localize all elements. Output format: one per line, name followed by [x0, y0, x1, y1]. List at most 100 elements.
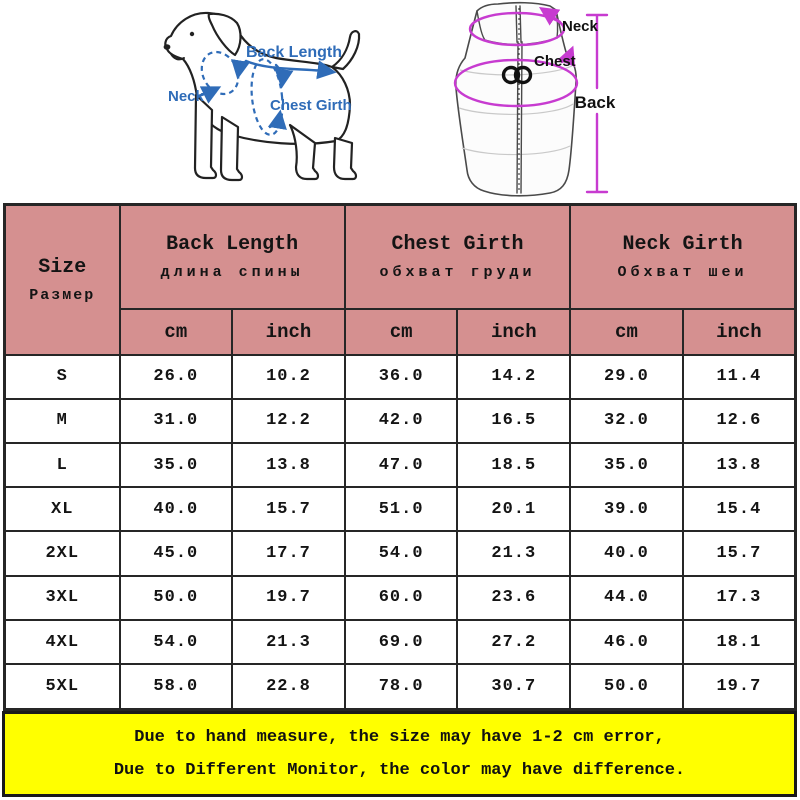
dog-chest-girth-label: Chest Girth: [270, 97, 352, 114]
neck-inch-cell: 19.7: [681, 663, 797, 711]
vest-chest-measure-ellipse: [453, 58, 579, 108]
dog-front-leg: [193, 93, 218, 180]
chest-inch-cell: 18.5: [456, 441, 572, 489]
size-chart-table: Size Размер Back Length длина спины Ches…: [3, 203, 797, 711]
vest-neck-arrow: [539, 7, 562, 26]
size-header-ru: Размер: [29, 286, 96, 304]
dog-mouth: [170, 53, 185, 61]
vest-collar-left: [476, 10, 486, 41]
back-cm-cell: 26.0: [118, 353, 234, 400]
vest-chest-label: Chest: [534, 53, 576, 70]
chest-inch-cell: 16.5: [456, 397, 572, 444]
vest-quilt-seam: [461, 145, 571, 156]
chest-girth-header-en: Chest Girth: [391, 232, 524, 256]
back-length-header-ru: длина спины: [160, 263, 304, 281]
table-row: M 31.0 12.2 42.0 16.5 32.0 12.6: [3, 397, 797, 444]
dog-neck-label: Neck: [168, 88, 205, 105]
dog-back-length-arrow-start: [231, 59, 251, 80]
vest-zipper-right: [519, 5, 523, 194]
neck-cm-cell: 50.0: [569, 663, 684, 711]
neck-cm-cell: 32.0: [569, 397, 684, 444]
vest-neck-label: Neck: [562, 18, 599, 35]
neck-girth-group-header: Neck Girth Обхват шеи: [569, 203, 797, 310]
table-row: L 35.0 13.8 47.0 18.5 35.0 13.8: [3, 441, 797, 489]
unit-header-inch: inch: [456, 307, 572, 356]
table-row: 5XL 58.0 22.8 78.0 30.7 50.0 19.7: [3, 663, 797, 711]
size-cell: 4XL: [3, 618, 121, 666]
back-cm-cell: 40.0: [118, 486, 234, 533]
note-line-1: Due to hand measure, the size may have 1…: [134, 728, 665, 747]
neck-cm-cell: 39.0: [569, 486, 684, 533]
vest-chest-arrow: [557, 45, 576, 68]
dog-nose: [163, 44, 171, 50]
vest-back-label: Back: [575, 93, 616, 112]
back-cm-cell: 54.0: [118, 618, 234, 666]
size-header-en: Size: [38, 255, 87, 279]
neck-inch-cell: 15.7: [681, 530, 797, 577]
neck-cm-cell: 40.0: [569, 530, 684, 577]
back-cm-cell: 50.0: [118, 574, 234, 621]
back-inch-cell: 17.7: [231, 530, 346, 577]
measurement-illustrations: Back Length Neck Chest Girth: [0, 0, 800, 203]
chest-cm-cell: 78.0: [343, 663, 459, 711]
back-cm-cell: 45.0: [118, 530, 234, 577]
back-inch-cell: 15.7: [231, 486, 346, 533]
unit-header-inch: inch: [231, 307, 346, 356]
neck-inch-cell: 17.3: [681, 574, 797, 621]
chest-inch-cell: 21.3: [456, 530, 572, 577]
chest-inch-cell: 23.6: [456, 574, 572, 621]
back-cm-cell: 58.0: [118, 663, 234, 711]
unit-header-inch: inch: [681, 307, 797, 356]
dog-ear: [207, 12, 242, 57]
dog-rear-leg: [288, 123, 320, 181]
back-inch-cell: 21.3: [231, 618, 346, 666]
size-cell: 3XL: [3, 574, 121, 621]
back-inch-cell: 12.2: [231, 397, 346, 444]
chest-inch-cell: 30.7: [456, 663, 572, 711]
size-cell: L: [3, 441, 121, 489]
table-row: 2XL 45.0 17.7 54.0 21.3 40.0 15.7: [3, 530, 797, 577]
back-inch-cell: 22.8: [231, 663, 346, 711]
chest-cm-cell: 42.0: [343, 397, 459, 444]
neck-cm-cell: 29.0: [569, 353, 684, 400]
back-length-group-header: Back Length длина спины: [118, 203, 346, 310]
dog-rear-leg-2: [332, 136, 358, 181]
back-length-header-en: Back Length: [166, 232, 299, 256]
size-cell: XL: [3, 486, 121, 533]
chest-cm-cell: 36.0: [343, 353, 459, 400]
neck-inch-cell: 15.4: [681, 486, 797, 533]
dog-chest-arrow-bottom: [267, 109, 287, 130]
neck-inch-cell: 11.4: [681, 353, 797, 400]
vest-neck-measure-ellipse: [468, 11, 566, 47]
chest-cm-cell: 60.0: [343, 574, 459, 621]
back-cm-cell: 31.0: [118, 397, 234, 444]
unit-header-cm: cm: [569, 307, 684, 356]
back-inch-cell: 10.2: [231, 353, 346, 400]
dog-eye: [189, 31, 195, 37]
note-line-2: Due to Different Monitor, the color may …: [113, 761, 686, 780]
neck-girth-header-en: Neck Girth: [622, 232, 743, 256]
chest-inch-cell: 20.1: [456, 486, 572, 533]
chest-cm-cell: 69.0: [343, 618, 459, 666]
neck-girth-header-ru: Обхват шеи: [617, 263, 748, 281]
chest-cm-cell: 54.0: [343, 530, 459, 577]
dog-chest-arrow-top: [274, 63, 294, 89]
dog-neck-arrow: [196, 86, 222, 104]
size-cell: S: [3, 353, 121, 400]
chest-girth-header-ru: обхват груди: [379, 263, 536, 281]
chest-inch-cell: 14.2: [456, 353, 572, 400]
size-cell: 5XL: [3, 663, 121, 711]
unit-header-cm: cm: [118, 307, 234, 356]
size-column-header: Size Размер: [3, 203, 121, 356]
size-cell: M: [3, 397, 121, 444]
neck-inch-cell: 13.8: [681, 441, 797, 489]
back-cm-cell: 35.0: [118, 441, 234, 489]
table-row: S 26.0 10.2 36.0 14.2 29.0 11.4: [3, 353, 797, 400]
chest-cm-cell: 51.0: [343, 486, 459, 533]
table-row: 3XL 50.0 19.7 60.0 23.6 44.0 17.3: [3, 574, 797, 621]
vest-d-ring-right: [513, 65, 533, 85]
chest-inch-cell: 27.2: [456, 618, 572, 666]
dog-tail: [330, 30, 361, 71]
table-row: 4XL 54.0 21.3 69.0 27.2 46.0 18.1: [3, 618, 797, 666]
neck-inch-cell: 18.1: [681, 618, 797, 666]
